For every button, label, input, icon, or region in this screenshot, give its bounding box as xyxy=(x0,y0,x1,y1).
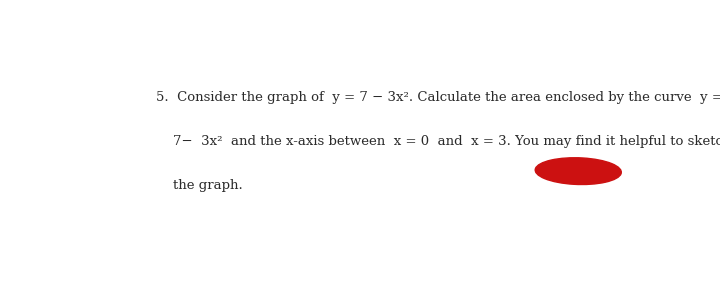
Text: the graph.: the graph. xyxy=(156,179,243,192)
Text: 7−  3x²  and the x-axis between  x = 0  and  x = 3. You may find it helpful to s: 7− 3x² and the x-axis between x = 0 and … xyxy=(156,135,720,148)
Ellipse shape xyxy=(535,158,621,184)
Text: 5.  Consider the graph of  y = 7 − 3x². Calculate the area enclosed by the curve: 5. Consider the graph of y = 7 − 3x². Ca… xyxy=(156,92,720,104)
